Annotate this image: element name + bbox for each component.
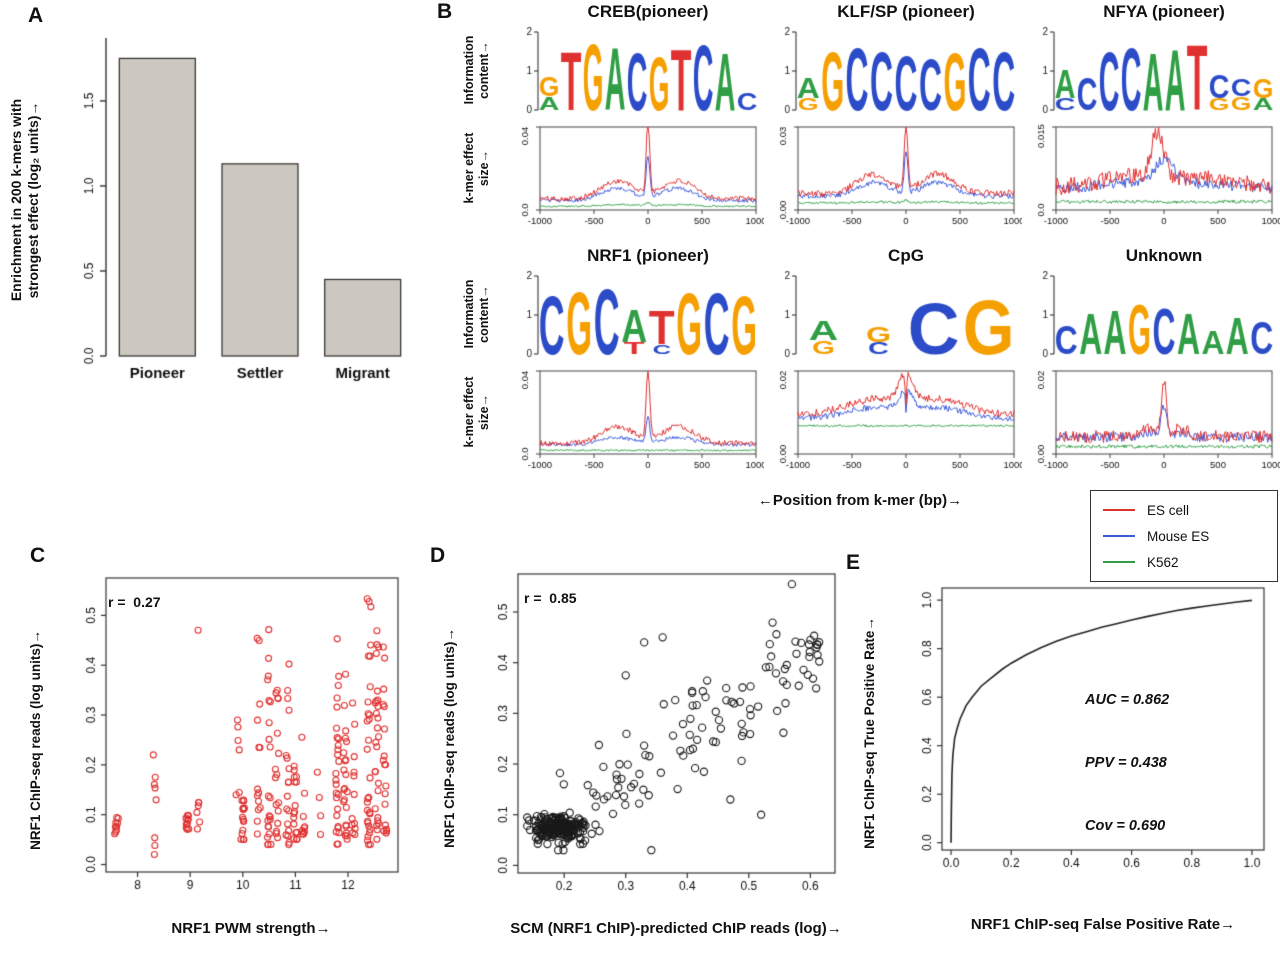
subpanel-title-klfsp: KLF/SP (pioneer): [837, 2, 975, 21]
effect-canvas-creb: [512, 122, 764, 236]
effect-canvas-unknown: [1028, 366, 1280, 480]
logo-canvas-nfya: [1028, 26, 1280, 118]
legend-label-mouse-es: Mouse ES: [1147, 528, 1210, 544]
legend-line-mouse-es-icon: [1103, 535, 1135, 537]
panel-b-xlabel: ←Position from k-mer (bp)→: [757, 492, 963, 509]
panel-d-xlabel: SCM (NRF1 ChIP)-predicted ChIP reads (lo…: [510, 920, 842, 937]
panel-c-scatter-canvas: [58, 566, 408, 916]
subpanel-title-cpg: CpG: [888, 246, 924, 265]
subpanel-title-nfya: NFYA (pioneer): [1103, 2, 1225, 21]
kmer-effect-ylabel-row2: k-mer effect size→: [462, 376, 491, 448]
legend-line-es-cell-icon: [1103, 509, 1135, 511]
panel-a-label: A: [28, 4, 44, 27]
panel-e-xlabel: NRF1 ChIP-seq False Positive Rate→: [970, 916, 1236, 933]
kmer-effect-ylabel-row1: k-mer effect size→: [462, 132, 491, 204]
panel-b-label: B: [437, 0, 453, 23]
panel-e-roc-canvas: [892, 578, 1276, 892]
subpanel-title-unknown: Unknown: [1125, 246, 1203, 265]
panel-d-ylabel: NRF1 ChIP-seq reads (log units)→: [442, 628, 457, 848]
effect-canvas-klfsp: [770, 122, 1022, 236]
logo-canvas-nrf1: [512, 270, 764, 362]
subpanel-title-nrf1: NRF1 (pioneer): [587, 246, 709, 265]
panel-d-correlation: r = 0.85: [524, 590, 577, 606]
cov-value: Cov = 0.690: [1085, 818, 1166, 834]
logo-canvas-creb: [512, 26, 764, 118]
subpanel-title-creb: CREB(pioneer): [587, 2, 709, 21]
panel-a-bar-canvas: [58, 22, 424, 400]
panel-e-stats: AUC = 0.862 PPV = 0.438 Cov = 0.690: [1085, 648, 1169, 879]
info-content-ylabel-row1: Information content→: [462, 35, 491, 105]
panel-a-ylabel: Enrichment in 200 k-mers with strongest …: [8, 98, 41, 302]
legend-line-k562-icon: [1103, 561, 1135, 563]
legend-item-es-cell: ES cell: [1103, 503, 1265, 518]
ppv-value: PPV = 0.438: [1085, 755, 1167, 771]
effect-canvas-cpg: [770, 366, 1022, 480]
panel-c-ylabel: NRF1 ChIP-seq reads (log units)→: [28, 630, 43, 850]
logo-canvas-unknown: [1028, 270, 1280, 362]
panel-d-label: D: [430, 544, 446, 567]
panel-e-ylabel: NRF1 ChIP-seq True Positive Rate→: [862, 617, 877, 849]
info-content-ylabel-row2: Information content→: [462, 279, 491, 349]
panel-c-xlabel: NRF1 PWM strength→: [171, 920, 331, 937]
logo-canvas-klfsp: [770, 26, 1022, 118]
panel-c-label: C: [30, 544, 46, 567]
legend-label-es-cell: ES cell: [1147, 502, 1190, 518]
effect-canvas-nrf1: [512, 366, 764, 480]
panel-d-scatter-canvas: [470, 562, 845, 917]
logo-canvas-cpg: [770, 270, 1022, 362]
effect-canvas-nfya: [1028, 122, 1280, 236]
legend: ES cell Mouse ES K562: [1090, 490, 1278, 582]
legend-label-k562: K562: [1147, 554, 1179, 570]
panel-c-correlation: r = 0.27: [108, 594, 161, 610]
legend-item-mouse-es: Mouse ES: [1103, 529, 1265, 544]
auc-value: AUC = 0.862: [1085, 692, 1170, 708]
legend-item-k562: K562: [1103, 555, 1265, 570]
panel-e-label: E: [846, 551, 861, 574]
